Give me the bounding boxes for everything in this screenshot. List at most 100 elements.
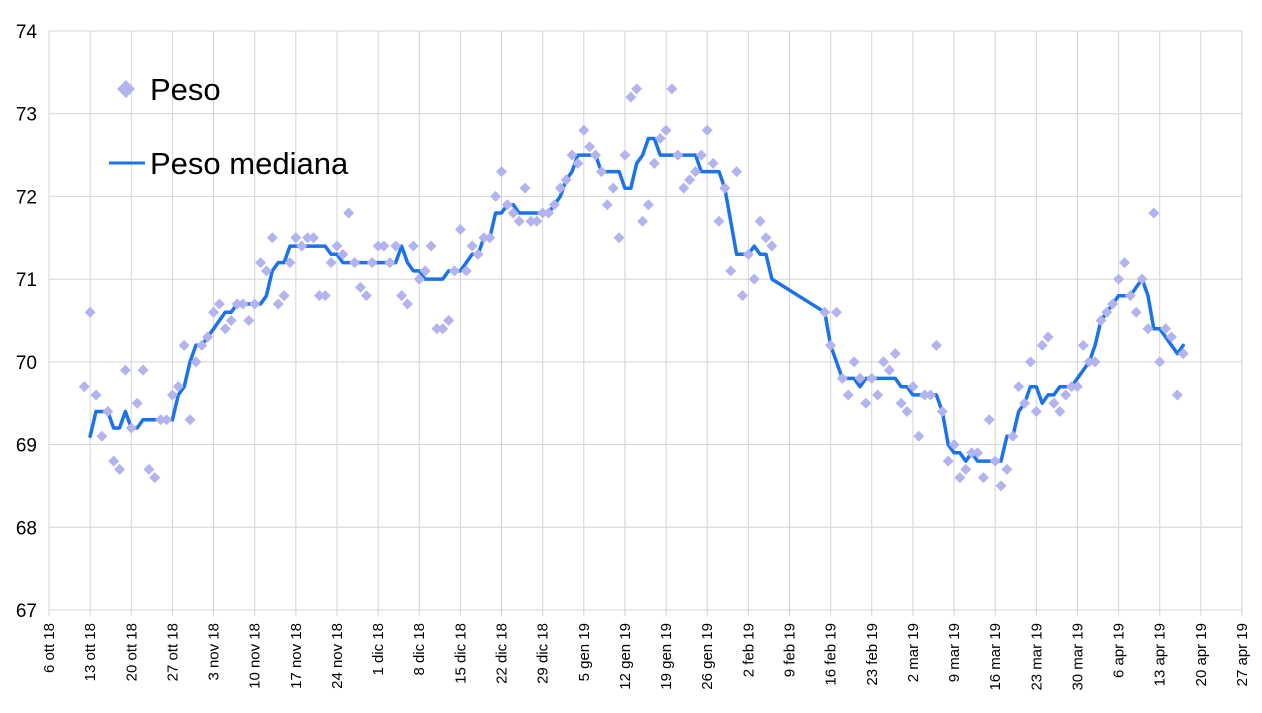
data-point xyxy=(401,298,413,310)
data-point xyxy=(1066,381,1078,393)
data-point xyxy=(584,141,596,153)
data-point xyxy=(936,405,948,417)
data-point xyxy=(501,199,513,211)
data-point xyxy=(736,290,748,302)
x-tick-label: 24 nov 18 xyxy=(329,623,346,689)
data-point xyxy=(930,339,942,351)
data-point xyxy=(689,166,701,178)
data-point xyxy=(231,298,243,310)
legend-label-peso-mediana: Peso mediana xyxy=(150,146,349,181)
data-point xyxy=(883,364,895,376)
x-tick-label: 30 mar 19 xyxy=(1069,623,1086,691)
data-point xyxy=(972,447,984,459)
data-point xyxy=(437,323,449,335)
data-point xyxy=(848,356,860,368)
data-point xyxy=(625,91,637,103)
data-point xyxy=(454,224,466,236)
data-point xyxy=(307,232,319,244)
data-point xyxy=(243,315,255,326)
data-point xyxy=(701,124,713,136)
data-point xyxy=(919,389,931,401)
x-tick-label: 2 feb 19 xyxy=(740,623,757,677)
x-tick-label: 17 nov 18 xyxy=(288,623,305,689)
data-point xyxy=(1107,298,1119,310)
data-point xyxy=(1118,257,1130,269)
data-point xyxy=(725,265,737,277)
x-axis-ticks: 6 ott 18 13 ott 18 20 ott 18 27 ott 18 3 nov… xyxy=(41,623,1251,691)
data-point xyxy=(84,306,96,318)
data-point xyxy=(695,149,707,161)
data-point xyxy=(266,232,278,244)
data-point xyxy=(196,339,208,351)
x-tick-label: 16 feb 19 xyxy=(823,623,840,686)
x-tick-label: 1 dic 18 xyxy=(370,623,387,676)
y-tick-label: 72 xyxy=(16,187,37,208)
x-tick-label: 22 dic 18 xyxy=(494,623,511,684)
x-tick-label: 6 apr 19 xyxy=(1111,623,1128,678)
data-point xyxy=(842,389,854,401)
data-point xyxy=(666,83,678,95)
data-point xyxy=(360,290,372,302)
data-point xyxy=(384,257,396,269)
legend-item-peso: Peso xyxy=(117,72,221,107)
data-point xyxy=(202,331,214,343)
data-point xyxy=(1083,356,1095,368)
data-point xyxy=(178,339,190,351)
data-point xyxy=(519,182,531,194)
data-point xyxy=(548,199,560,211)
y-tick-label: 71 xyxy=(16,270,37,291)
data-point xyxy=(460,265,472,277)
data-point xyxy=(860,397,872,409)
y-tick-label: 74 xyxy=(16,22,38,43)
x-tick-label: 12 gen 19 xyxy=(617,623,634,690)
data-point xyxy=(1048,397,1060,409)
data-point xyxy=(1019,397,1031,409)
data-point xyxy=(378,240,390,252)
data-point xyxy=(995,480,1007,492)
data-point xyxy=(966,447,978,459)
data-point xyxy=(1007,430,1019,442)
data-point xyxy=(413,273,425,285)
x-tick-label: 9 feb 19 xyxy=(781,623,798,677)
data-point xyxy=(713,215,725,227)
data-point xyxy=(78,381,90,393)
data-point xyxy=(449,265,461,277)
data-point xyxy=(125,422,137,434)
data-point xyxy=(249,298,261,310)
data-point xyxy=(284,257,296,269)
data-point xyxy=(960,463,972,475)
data-point xyxy=(631,83,643,95)
data-point xyxy=(1077,339,1089,351)
y-tick-label: 67 xyxy=(16,601,37,622)
data-point xyxy=(654,133,666,145)
data-point xyxy=(96,430,108,442)
data-point xyxy=(948,439,960,451)
x-tick-label: 8 dic 18 xyxy=(411,623,428,676)
data-point xyxy=(642,199,654,211)
x-tick-label: 9 mar 19 xyxy=(946,623,963,682)
data-point xyxy=(331,240,343,252)
data-point xyxy=(578,124,590,136)
data-point xyxy=(1165,331,1177,343)
data-point xyxy=(272,298,284,310)
x-tick-label: 2 mar 19 xyxy=(905,623,922,682)
data-point xyxy=(1071,381,1083,393)
data-point xyxy=(119,364,131,376)
data-point xyxy=(901,405,913,417)
data-point xyxy=(443,315,455,326)
data-point xyxy=(431,323,443,335)
data-point xyxy=(472,248,484,260)
data-point xyxy=(337,248,349,260)
data-point xyxy=(707,157,719,169)
data-point xyxy=(349,257,361,269)
data-point xyxy=(296,240,308,252)
data-point xyxy=(878,356,890,368)
data-point xyxy=(155,414,167,426)
data-point xyxy=(1148,207,1160,219)
y-tick-label: 70 xyxy=(16,353,37,374)
data-point xyxy=(913,430,925,442)
data-point xyxy=(836,372,848,384)
data-point xyxy=(572,157,584,169)
data-point xyxy=(766,240,778,252)
